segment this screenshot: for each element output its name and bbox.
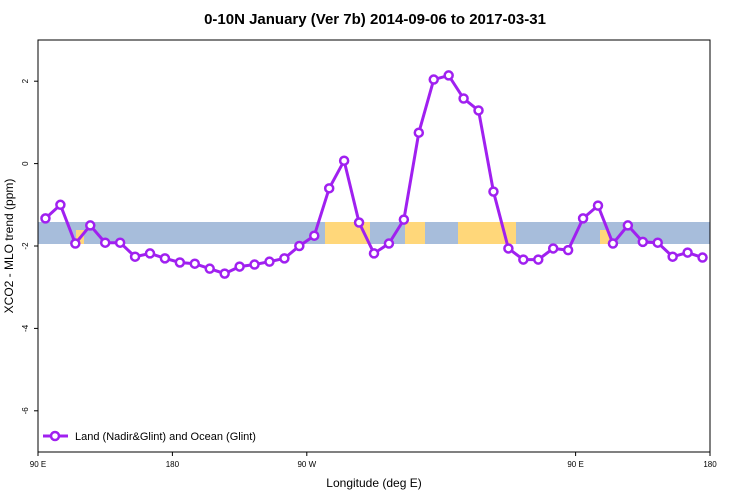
point xyxy=(413,127,425,138)
point xyxy=(488,186,499,197)
point xyxy=(129,251,141,262)
y-tick-label: -4 xyxy=(21,324,30,332)
point xyxy=(443,70,454,81)
legend-label: Land (Nadir&Glint) and Ocean (Glint) xyxy=(75,431,256,443)
y-tick-label: -6 xyxy=(21,407,30,415)
y-tick-label: 0 xyxy=(21,161,30,166)
point xyxy=(99,237,111,248)
point xyxy=(637,236,649,248)
point xyxy=(159,253,171,264)
point xyxy=(264,256,275,267)
x-tick-label: 180 xyxy=(703,460,717,469)
point xyxy=(189,258,201,269)
point xyxy=(503,243,514,254)
point xyxy=(294,240,305,252)
point xyxy=(607,238,619,249)
x-axis-label: Longitude (deg E) xyxy=(326,476,421,490)
point xyxy=(562,244,574,256)
x-tick-label: 90 W xyxy=(297,460,316,469)
point xyxy=(85,220,96,231)
point xyxy=(249,259,260,270)
point xyxy=(667,251,678,262)
point xyxy=(353,217,365,228)
point xyxy=(577,213,589,224)
y-axis-label: XCO2 - MLO trend (ppm) xyxy=(2,179,16,314)
surface-band xyxy=(38,222,710,244)
x-tick-label: 90 E xyxy=(30,460,46,469)
point xyxy=(40,213,51,224)
point xyxy=(204,263,215,274)
point xyxy=(323,183,335,194)
point xyxy=(592,200,604,211)
point xyxy=(428,74,439,85)
point xyxy=(338,155,350,166)
point xyxy=(682,247,693,258)
point xyxy=(547,243,559,254)
point xyxy=(234,261,245,272)
legend-marker xyxy=(49,430,61,442)
point xyxy=(219,268,230,279)
x-tick-label: 90 E xyxy=(567,460,583,469)
y-tick-label: -2 xyxy=(21,242,30,250)
point xyxy=(398,214,410,225)
point xyxy=(279,253,290,264)
point xyxy=(309,230,320,241)
point xyxy=(473,105,484,116)
y-tick-label: 2 xyxy=(21,78,30,83)
point xyxy=(70,238,81,249)
point xyxy=(174,257,186,268)
point xyxy=(622,220,634,231)
point xyxy=(458,93,469,104)
point xyxy=(368,248,380,259)
point xyxy=(652,237,663,248)
point xyxy=(533,254,544,265)
point xyxy=(518,254,529,265)
point xyxy=(144,248,156,259)
point xyxy=(55,199,66,211)
point xyxy=(697,252,708,263)
point xyxy=(114,237,126,248)
chart-title: 0-10N January (Ver 7b) 2014-09-06 to 201… xyxy=(204,11,546,28)
x-tick-label: 180 xyxy=(166,460,180,469)
point xyxy=(383,238,395,249)
